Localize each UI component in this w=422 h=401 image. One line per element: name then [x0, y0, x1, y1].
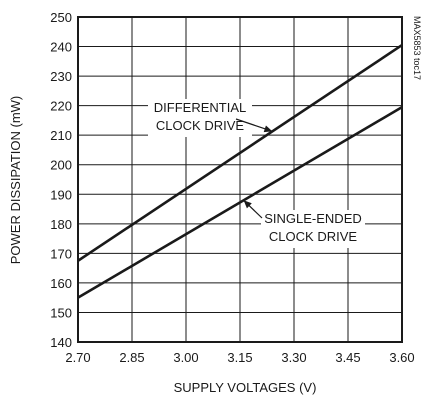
annotations: DIFFERENTIAL CLOCK DRIVE SINGLE-ENDED CLOCK…	[148, 99, 365, 248]
y-tick-label: 200	[50, 158, 72, 173]
chart-id-label: MAX5853 toc17	[412, 16, 422, 80]
y-tick-label: 190	[50, 187, 72, 202]
x-tick-label: 3.45	[335, 350, 360, 365]
x-tick-label: 2.70	[65, 350, 90, 365]
annotation-text: CLOCK DRIVE	[269, 229, 357, 244]
y-tick-label: 240	[50, 40, 72, 55]
annotation-text: DIFFERENTIAL	[154, 100, 246, 115]
x-tick-label: 2.85	[119, 350, 144, 365]
series-line-single-ended	[77, 105, 403, 299]
y-tick-label: 140	[50, 335, 72, 350]
x-tick-label: 3.00	[173, 350, 198, 365]
x-tick-label: 3.60	[389, 350, 414, 365]
tick-labels: 2.70 2.85 3.00 3.15 3.30 3.45 3.60 140 150 160 170…	[50, 10, 414, 365]
annotation-text: CLOCK DRIVE	[156, 118, 244, 133]
annotation-bg	[148, 99, 252, 137]
plot-frame	[77, 16, 403, 343]
y-axis-label: POWER DISSIPATION (mW)	[8, 96, 23, 265]
annotation-text: SINGLE-ENDED	[264, 211, 362, 226]
annotation-bg	[261, 210, 365, 248]
y-tick-label: 230	[50, 69, 72, 84]
x-tick-label: 3.30	[281, 350, 306, 365]
series-line-differential	[77, 43, 403, 262]
annotation-arrowhead	[263, 125, 273, 133]
y-tick-label: 180	[50, 217, 72, 232]
series-group	[77, 43, 403, 299]
y-tick-label: 250	[50, 10, 72, 25]
y-tick-label: 170	[50, 246, 72, 261]
x-axis-label: SUPPLY VOLTAGES (V)	[174, 380, 317, 395]
annotation-arrowhead	[243, 200, 252, 209]
y-tick-label: 160	[50, 276, 72, 291]
y-tick-label: 210	[50, 128, 72, 143]
y-tick-label: 150	[50, 305, 72, 320]
y-tick-label: 220	[50, 99, 72, 114]
x-tick-label: 3.15	[227, 350, 252, 365]
